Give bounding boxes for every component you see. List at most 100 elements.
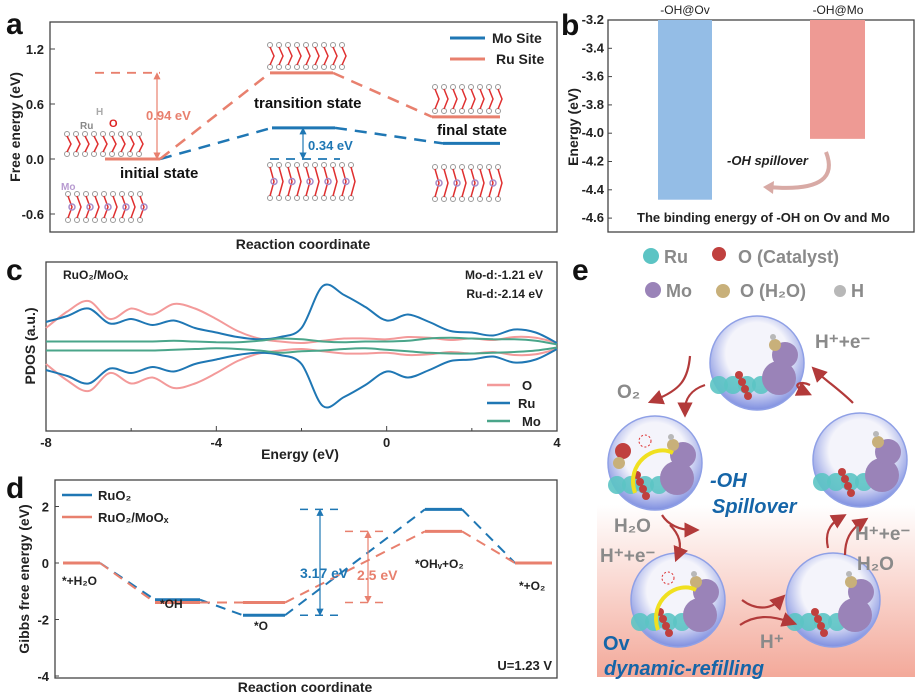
panel-d-ytick: 2 xyxy=(42,500,49,515)
o-atom-mark xyxy=(665,629,673,637)
panel-a-ytick: 0.0 xyxy=(26,152,44,167)
bond-mark xyxy=(497,168,503,198)
label-left-h-e: H⁺+e⁻ xyxy=(600,546,655,567)
mo-atom-mark xyxy=(489,179,497,187)
transition-dash-mo xyxy=(334,126,444,145)
mo-atom-mark xyxy=(342,177,350,186)
panel-b-ytick: -3.6 xyxy=(582,69,604,84)
pdos-curve-ru-down xyxy=(45,348,558,409)
panel-d-ylabel: Gibbs free energy (eV) xyxy=(16,504,32,653)
panel-d-xlabel: Reaction coordinate xyxy=(238,679,373,695)
panel-d-ytick: -4 xyxy=(37,669,49,684)
o-atom-mark xyxy=(817,622,825,630)
o-water-atom-mark xyxy=(769,339,781,351)
o-catalyst-atom-icon xyxy=(712,247,726,261)
o-water-atom-mark xyxy=(613,457,625,469)
bar-oh-ov xyxy=(658,20,712,200)
bond-mark xyxy=(434,88,440,110)
mo-atom-mark xyxy=(660,461,694,495)
bond-mark xyxy=(121,195,127,219)
panel-c-pdos-curves xyxy=(45,283,558,431)
ru-atom-mark xyxy=(608,476,626,494)
bond-mark xyxy=(314,46,320,66)
atom-label-o: O xyxy=(109,118,118,130)
state-label-initial: initial state xyxy=(120,165,198,182)
label-ov: Ov xyxy=(603,633,631,655)
bar-label-oh-ov: -OH@Ov xyxy=(660,3,710,17)
vacancy-icon xyxy=(638,434,652,448)
cycle-arrow-icon xyxy=(739,612,798,627)
h-atom-mark xyxy=(846,571,852,577)
o-atom-mark xyxy=(735,371,743,379)
cycle-arrow-icon xyxy=(741,594,786,611)
bond-mark xyxy=(470,88,476,110)
legend-label-ruo2-moox: RuO₂/MoOₓ xyxy=(98,510,169,525)
mo-atom-mark xyxy=(865,458,899,492)
panel-c-label: c xyxy=(6,254,23,287)
panel-b-yticks: -3.2 -3.4 -3.6 -3.8 -4.0 -4.2 -4.4 -4.6 xyxy=(582,12,605,225)
panel-c-xtick: -8 xyxy=(40,435,52,450)
cycle-arrow-icon xyxy=(794,381,812,396)
h-atom-icon xyxy=(834,285,846,297)
panel-c-ylabel: PDOS (a.u.) xyxy=(22,307,38,384)
mo-atom-mark xyxy=(68,203,76,211)
bond-mark xyxy=(76,195,82,219)
panel-a-ylabel: Free energy (eV) xyxy=(7,72,23,182)
bond-mark xyxy=(470,168,476,198)
panel-c-xtick: 0 xyxy=(383,435,390,450)
panel-a-label: a xyxy=(6,8,23,41)
cycle-arrow-icon xyxy=(825,514,847,549)
panel-d-ytick: -2 xyxy=(37,613,49,628)
mo-atom-mark xyxy=(838,598,872,632)
spillover-path-icon xyxy=(631,448,674,494)
legend-label-h-atom: H xyxy=(851,281,864,301)
label-left-h2o: H₂O xyxy=(614,516,651,537)
legend-label-o-water: O (H₂O) xyxy=(740,281,806,301)
bond-mark xyxy=(296,46,302,66)
transition-dash-ruo2 xyxy=(284,508,426,617)
mo-atom-mark xyxy=(683,598,717,632)
panel-a-yticks: 1.2 0.6 0.0 -0.6 xyxy=(22,42,44,222)
atomic-structure-images xyxy=(64,42,503,223)
bond-mark xyxy=(443,88,449,110)
pdos-curve-ru-up xyxy=(45,283,558,344)
panel-e: e Ru O (Catalyst) Mo O (H₂O) H H⁺+e⁻ xyxy=(572,247,915,680)
bond-mark xyxy=(341,46,347,66)
step-label: *+O₂ xyxy=(519,579,545,593)
step-label: *OHᵥ+O₂ xyxy=(415,557,464,571)
panel-a-ytick: 1.2 xyxy=(26,42,44,57)
panel-a-plot-frame xyxy=(49,21,558,233)
o-water-atom-mark xyxy=(872,436,884,448)
bond-mark xyxy=(278,166,284,197)
transition-dash-ruo2 xyxy=(461,508,516,564)
panel-b-ytick: -4.2 xyxy=(582,154,604,169)
transition-dash-ru xyxy=(332,71,433,118)
bond-mark xyxy=(314,166,320,197)
bond-mark xyxy=(296,166,302,197)
spillover-arrow-icon xyxy=(767,151,831,190)
panel-c: c PDOS (a.u.) Energy (eV) RuO₂/MoOₓ Mo-d… xyxy=(6,254,561,462)
bond-mark xyxy=(497,88,503,110)
mo-atom-mark xyxy=(435,179,443,187)
state-label-final: final state xyxy=(437,122,507,139)
bond-mark xyxy=(278,46,284,66)
crystal-slab-image xyxy=(435,165,499,201)
legend-label-mo: Mo xyxy=(522,414,541,429)
panel-b-label: b xyxy=(561,9,579,42)
panel-d-legend: RuO₂ RuO₂/MoOₓ xyxy=(62,488,169,525)
bond-mark xyxy=(461,88,467,110)
panel-a-ytick: 0.6 xyxy=(26,97,44,112)
panel-b: b Energy (eV) -3.2 -3.4 -3.6 -3.8 -4.0 -… xyxy=(561,3,915,233)
bond-mark xyxy=(269,166,275,197)
bond-mark xyxy=(323,46,329,66)
mo-atom-mark xyxy=(471,179,479,187)
label-right-h2o: H₂O xyxy=(857,554,894,575)
bond-mark xyxy=(138,135,144,153)
ru-atom-mark xyxy=(631,613,649,631)
panel-b-ytick: -3.8 xyxy=(582,97,604,112)
o-atom-mark xyxy=(744,392,752,400)
label-spillover: Spillover xyxy=(712,496,798,518)
bond-mark xyxy=(112,195,118,219)
ru-d-band-center: Ru-d:-2.14 eV xyxy=(466,287,543,301)
panel-a: a Free energy (eV) Reaction coordinate 1… xyxy=(6,8,558,252)
